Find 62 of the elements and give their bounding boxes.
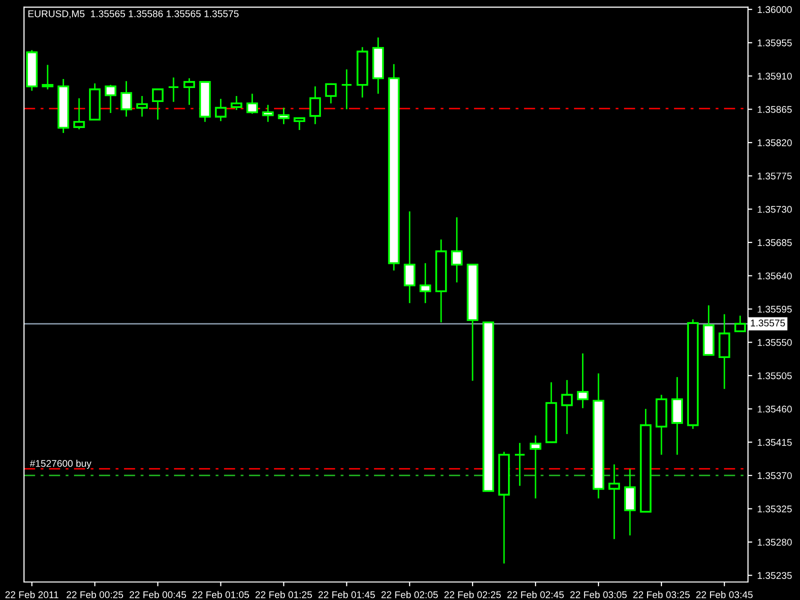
candlestick xyxy=(246,93,258,114)
x-tick-label: 22 Feb 00:25 xyxy=(66,591,124,598)
candlestick xyxy=(451,216,463,284)
candlestick xyxy=(120,80,132,118)
candlestick xyxy=(624,468,636,536)
candlestick xyxy=(340,68,352,110)
y-tick-label: 1.35460 xyxy=(758,406,792,413)
candlestick xyxy=(420,262,432,304)
candlestick xyxy=(104,84,116,114)
ref-line-label: #1527600 buy xyxy=(30,460,92,469)
candlestick xyxy=(514,442,526,487)
y-tick-label: 1.35775 xyxy=(758,172,792,180)
y-tick-label: 1.35235 xyxy=(758,572,792,579)
y-tick-label: 1.35865 xyxy=(758,106,792,113)
x-tick-label: 22 Feb 02:45 xyxy=(507,591,564,598)
y-tick-label: 1.35820 xyxy=(758,139,792,146)
candlestick xyxy=(168,76,180,103)
candlestick xyxy=(136,95,148,118)
candlestick xyxy=(230,95,242,111)
x-tick-label: 22 Feb 02:25 xyxy=(444,591,501,598)
y-tick-label: 1.35640 xyxy=(758,272,792,280)
y-tick-label: 1.35370 xyxy=(758,472,792,480)
y-tick-label: 1.35955 xyxy=(758,39,792,46)
y-tick-label: 1.35505 xyxy=(758,372,792,380)
y-tick-label: 1.35415 xyxy=(758,438,792,446)
candlestick xyxy=(152,88,164,120)
y-tick-label: 1.35325 xyxy=(758,505,792,512)
y-tick-label: 1.35730 xyxy=(758,206,792,213)
candlestick xyxy=(73,97,85,130)
y-tick-label: 1.35910 xyxy=(758,72,792,80)
x-tick-label: 22 Feb 01:25 xyxy=(256,591,312,598)
x-tick-label: 22 Feb 03:25 xyxy=(633,591,690,598)
chart-title: EURUSD,M5 1.35565 1.35586 1.35565 1.35575 xyxy=(28,10,239,18)
x-tick-label: 22 Feb 00:45 xyxy=(130,591,186,598)
candlestick xyxy=(294,117,306,131)
candlestick xyxy=(309,86,321,125)
candlestick xyxy=(718,314,730,390)
candlestick xyxy=(404,210,416,304)
candlestick xyxy=(42,64,54,90)
y-tick-label: 1.35595 xyxy=(758,306,792,313)
x-tick-label: 22 Feb 2011 xyxy=(5,591,58,598)
candlestick xyxy=(325,82,337,104)
candlestick xyxy=(530,434,542,500)
x-tick-label: 22 Feb 01:45 xyxy=(318,591,375,598)
candlestick xyxy=(262,104,274,123)
x-tick-label: 22 Feb 01:05 xyxy=(192,591,249,598)
candlestick xyxy=(183,78,196,106)
x-tick-label: 22 Feb 02:05 xyxy=(381,591,438,598)
candlestick xyxy=(278,107,290,125)
x-tick-label: 22 Feb 03:05 xyxy=(570,591,627,598)
y-tick-label: 1.36000 xyxy=(758,6,792,14)
y-tick-label: 1.35685 xyxy=(758,239,792,246)
ref-line-label: 1.35575 xyxy=(750,320,785,326)
y-tick-label: 1.35280 xyxy=(758,538,792,546)
candlestick xyxy=(576,352,589,409)
candlestick xyxy=(214,98,227,122)
candlestick xyxy=(608,464,620,540)
y-tick-label: 1.35550 xyxy=(758,339,792,346)
x-tick-label: 22 Feb 03:45 xyxy=(696,591,753,598)
candlestick xyxy=(671,376,683,456)
candlestick xyxy=(734,314,746,332)
candlestick xyxy=(561,379,573,435)
